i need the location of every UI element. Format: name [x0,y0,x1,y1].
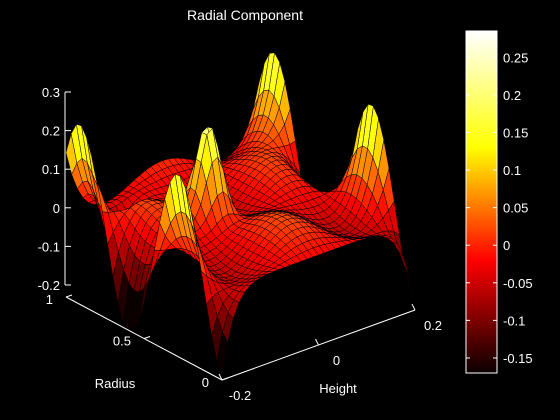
z-tick-label: 0.3 [42,85,60,100]
z-tick-label: -0.1 [38,239,60,254]
colorbar-tick-label: 0 [503,238,510,253]
colorbar-tick-label: -0.1 [503,313,525,328]
colorbar-tick-label: 0.1 [503,163,521,178]
colorbar-tick-label: 0.2 [503,88,521,103]
colorbar [465,30,498,374]
colorbar-tick-label: 0.15 [503,125,528,140]
z-tick-label: 0 [53,201,60,216]
y-tick-label: 0 [202,375,209,390]
y-tick-mark [65,294,73,298]
y-tick-mark [221,377,229,381]
y-tick-label: 1 [46,292,53,307]
x-axis-ticks: -0.2 0 0.2 [218,303,442,403]
chart-title: Radial Component [187,7,303,23]
z-axis-ticks: -0.2 -0.1 0 0.1 0.2 0.3 [38,85,71,293]
colorbar-tick-label: -0.05 [503,276,533,291]
x-tick-mark [411,303,416,311]
x-tick-label: -0.2 [229,388,251,403]
y-axis-ticks: 00.51 [46,292,229,390]
colorbar-tick-label: 0.25 [503,50,528,65]
x-tick-mark [315,338,319,346]
y-tick-label: 0.5 [113,334,131,349]
colorbar-ticks: -0.15 -0.1 -0.05 0 0.05 0.1 0.15 0.2 0.25 [466,50,533,366]
surface-patch [403,265,416,309]
z-tick-label: 0.1 [42,162,60,177]
x-axis-label: Height [319,381,357,396]
x-tick-label: 0.2 [424,318,442,333]
colorbar-gradient [465,30,498,374]
z-tick-label: -0.2 [38,278,60,293]
x-tick-label: 0 [333,353,340,368]
x-tick-mark [218,373,223,381]
colorbar-tick-label: -0.15 [503,351,533,366]
y-axis-label: Radius [95,376,136,391]
z-tick-label: 0.2 [42,124,60,139]
y-tick-mark [143,336,151,339]
colorbar-tick-label: 0.05 [503,201,528,216]
surface [65,52,416,379]
